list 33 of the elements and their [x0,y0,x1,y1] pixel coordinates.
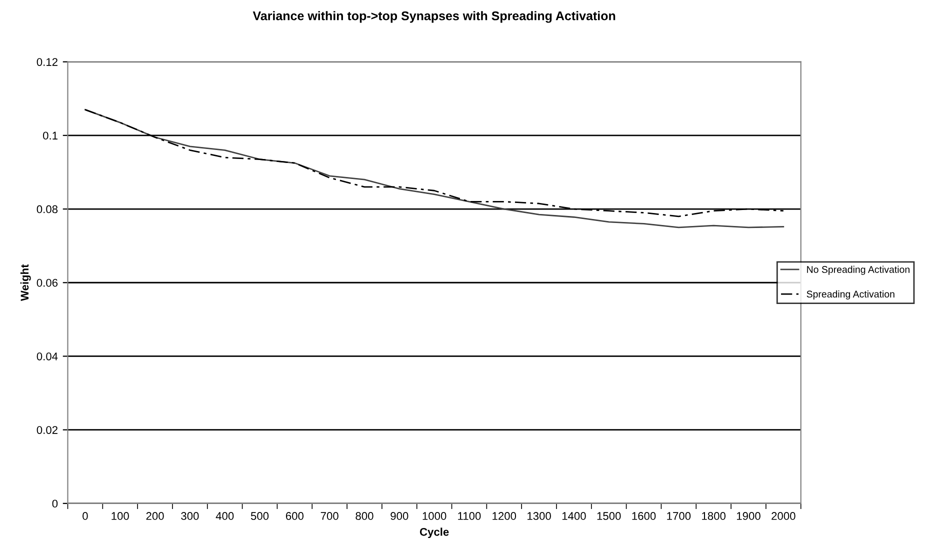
x-tick-label: 400 [216,512,234,520]
y-axis-title: Weight [20,264,31,302]
y-tick-label: 0.04 [36,352,58,360]
x-tick-label: 1800 [702,512,726,520]
legend-label: No Spreading Activation [807,266,910,275]
legend-label: Spreading Activation [806,290,894,300]
x-tick-label: 2000 [772,512,796,520]
y-tick-label: 0.1 [43,132,58,140]
x-tick-label: 300 [181,512,199,520]
x-tick-label: 1400 [562,512,586,520]
x-tick-label: 1100 [458,512,481,520]
x-tick-label: 900 [390,512,408,520]
x-tick-label: 700 [320,512,338,520]
x-tick-label: 1000 [422,512,446,520]
x-tick-label: 1700 [667,512,691,520]
y-tick-label: 0.02 [36,426,58,434]
x-tick-label: 200 [146,512,164,520]
x-tick-label: 0 [82,512,88,520]
y-tick-label: 0.12 [36,58,58,66]
y-tick-label: 0.08 [36,205,58,214]
y-tick-label: 0 [52,500,58,508]
x-axis-title: Cycle [420,528,449,538]
x-tick-label: 800 [356,512,374,520]
x-tick-label: 1500 [597,512,621,520]
x-tick-label: 500 [250,512,269,520]
x-tick-label: 100 [112,512,129,520]
x-tick-label: 1300 [528,512,551,520]
chart-title: Variance within top->top Synapses with Spreading Activation [252,11,616,23]
x-tick-label: 1200 [492,512,516,520]
x-tick-label: 600 [286,512,304,520]
x-tick-label: 1900 [736,512,760,520]
y-tick-label: 0.06 [36,278,58,287]
x-tick-label: 1600 [632,512,656,520]
